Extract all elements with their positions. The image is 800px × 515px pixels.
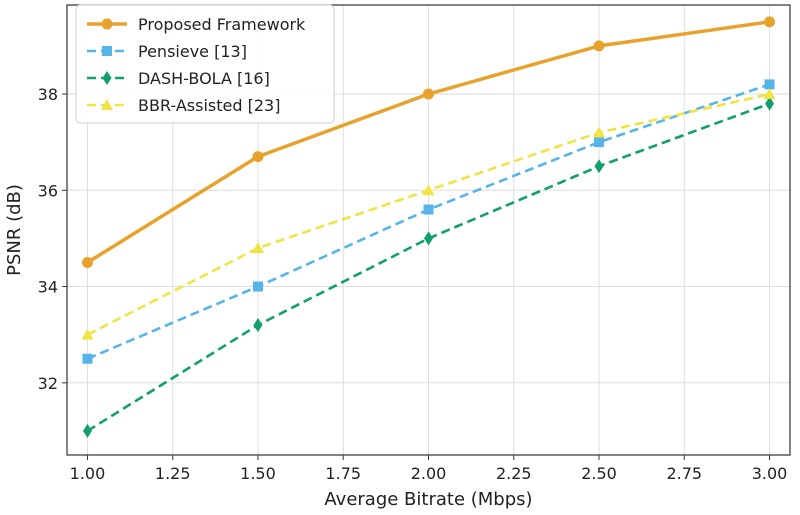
legend-entry: Proposed Framework [87,15,306,34]
series-2 [82,96,775,438]
x-tick-label: 1.25 [155,464,191,483]
data-point [252,151,264,163]
y-tick-label: 34 [38,278,58,297]
data-point [423,88,434,100]
series-line [86,102,770,433]
data-point [764,16,776,28]
x-tick-label: 1.50 [240,464,276,483]
x-axis-label: Average Bitrate (Mbps) [324,489,532,510]
legend-marker [102,46,112,56]
y-tick-label: 32 [38,374,58,393]
data-point [253,318,263,333]
data-point [594,159,604,174]
legend: Proposed Framework Pensieve [13] DASH-BOLA… [75,4,335,124]
series-1 [82,79,775,364]
series-layer [81,16,776,438]
legend-label: Pensieve [13] [138,42,247,61]
legend-label: BBR-Assisted [23] [138,96,280,115]
data-point [764,79,775,90]
legend-entry: DASH-BOLA [16] [87,69,270,88]
legend-entry: Pensieve [13] [87,42,247,61]
data-point [593,40,605,52]
x-tick-label: 2.00 [411,464,447,483]
data-point [423,204,434,215]
x-tick-label: 1.75 [325,464,361,483]
x-tick-label: 1.00 [70,464,106,483]
legend-marker [101,18,113,30]
data-point [763,88,776,100]
data-point [81,256,93,268]
legend-marker [101,99,113,110]
y-tick-label: 38 [38,85,58,104]
x-tick-label: 3.00 [752,464,788,483]
data-point [765,96,775,111]
y-axis-label: PSNR (dB) [4,184,25,276]
ticks: 1.00 1.25 1.50 1.75 2.00 2.25 2.50 2.75 3.00 32 34… [38,85,788,483]
y-tick-label: 36 [38,181,58,200]
data-point [252,281,263,292]
data-point [593,126,606,138]
data-point [424,231,433,246]
data-point [422,184,435,196]
legend-label: DASH-BOLA [16] [138,69,270,88]
x-tick-label: 2.25 [496,464,532,483]
series-0 [81,16,776,268]
data-point [251,242,264,254]
legend-label: Proposed Framework [138,15,306,34]
data-point [594,137,605,148]
legend-marker [102,71,112,85]
data-point [81,328,94,340]
legend-box [75,4,335,124]
x-tick-label: 2.50 [581,464,617,483]
x-tick-label: 2.75 [666,464,702,483]
data-point [82,423,92,438]
legend-entry: BBR-Assisted [23] [87,96,280,115]
data-point [82,353,93,364]
series-3 [81,88,776,340]
